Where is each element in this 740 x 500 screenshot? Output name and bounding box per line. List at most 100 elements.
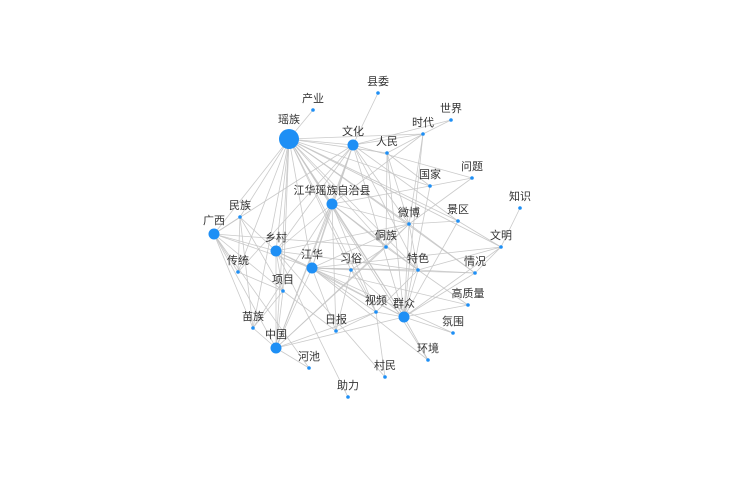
edge-zhongguo-xiangmu xyxy=(275,290,284,349)
node-label-zizhixian: 江华瑶族自治县 xyxy=(294,183,371,197)
node-cunmin[interactable] xyxy=(383,375,387,379)
node-label-zhongguo: 中国 xyxy=(265,328,287,341)
node-fenwei[interactable] xyxy=(451,331,455,335)
node-guojia[interactable] xyxy=(428,184,432,188)
node-yaozu[interactable] xyxy=(279,129,299,149)
edge-zizhixian-qunzhong xyxy=(331,203,405,318)
edge-weibo-wenti xyxy=(408,177,473,225)
edge-tese-wenming xyxy=(417,246,502,271)
node-label-huanjing: 环境 xyxy=(417,341,439,355)
edge-yaozu-dongzu xyxy=(288,138,387,248)
node-tese[interactable] xyxy=(416,268,420,272)
node-huanjing[interactable] xyxy=(426,358,430,362)
node-zhishi[interactable] xyxy=(518,206,522,210)
node-label-chanye: 产业 xyxy=(302,91,324,105)
edge-yaozu-xisu xyxy=(288,138,352,271)
edge-yaozu-wenming xyxy=(288,138,502,248)
node-label-shijie: 世界 xyxy=(440,102,462,115)
edge-jianghua-zhongguo xyxy=(275,267,313,349)
node-jianghua[interactable] xyxy=(306,262,318,274)
node-guangxi[interactable] xyxy=(208,228,220,240)
edge-jianghua-weibo xyxy=(311,223,410,269)
node-weibo[interactable] xyxy=(407,222,411,226)
node-layer xyxy=(208,91,522,399)
node-label-wenti: 问题 xyxy=(461,160,483,173)
edge-xiangmu-chuantong xyxy=(237,271,284,292)
edge-wenhua-chuantong xyxy=(237,144,354,273)
node-zizhixian[interactable] xyxy=(326,198,338,210)
edge-guangxi-xiangcun xyxy=(213,233,277,252)
node-wenti[interactable] xyxy=(470,176,474,180)
edge-jianghua-ribao xyxy=(311,267,337,332)
node-qunzhong[interactable] xyxy=(398,311,410,323)
node-label-xianwei: 县委 xyxy=(367,75,389,88)
edge-yaozu-huanjing xyxy=(288,138,429,361)
node-miaozu[interactable] xyxy=(251,326,255,330)
node-xisu[interactable] xyxy=(349,268,353,272)
edge-yaozu-guangxi xyxy=(213,138,290,235)
node-chuantong[interactable] xyxy=(236,270,240,274)
node-label-xiangcun: 乡村 xyxy=(265,230,287,244)
edge-yaozu-renmin xyxy=(288,138,388,154)
edge-zizhixian-zhongguo xyxy=(275,203,333,349)
edge-yaozu-wenhua xyxy=(288,138,354,146)
node-label-qingkuang: 情况 xyxy=(464,255,486,268)
node-zhongguo[interactable] xyxy=(270,342,282,354)
node-gaozhiliang[interactable] xyxy=(466,303,470,307)
node-renmin[interactable] xyxy=(385,151,389,155)
edge-xiangcun-cunmin xyxy=(275,250,386,378)
edge-xiangmu-ribao xyxy=(282,290,337,332)
node-wenming[interactable] xyxy=(499,245,503,249)
node-wenhua[interactable] xyxy=(347,139,359,151)
edge-wenhua-jingqu xyxy=(352,144,459,222)
node-xianwei[interactable] xyxy=(376,91,380,95)
edge-weibo-renmin xyxy=(386,152,410,225)
node-zhuli[interactable] xyxy=(346,395,350,399)
node-shidai[interactable] xyxy=(421,132,425,136)
edge-weibo-dongzu xyxy=(385,223,410,248)
edge-xiangmu-miaozu xyxy=(252,290,284,329)
node-label-chuantong: 传统 xyxy=(227,254,249,267)
node-minzu[interactable] xyxy=(238,215,242,219)
edge-wenhua-shidai xyxy=(352,133,424,146)
node-label-hechi: 河池 xyxy=(298,350,320,363)
edge-tese-gaozhiliang xyxy=(417,269,469,306)
edge-qunzhong-huanjing xyxy=(403,316,429,361)
edge-minzu-chuantong xyxy=(237,216,241,273)
edge-weibo-qingkuang xyxy=(408,223,476,274)
node-shipin[interactable] xyxy=(374,310,378,314)
node-dongzu[interactable] xyxy=(384,245,388,249)
edge-yaozu-chuantong xyxy=(237,138,290,273)
node-shijie[interactable] xyxy=(449,118,453,122)
node-label-renmin: 人民 xyxy=(376,135,398,148)
node-label-qunzhong: 群众 xyxy=(393,296,415,310)
edge-yaozu-qingkuang xyxy=(288,138,476,274)
edge-guangxi-miaozu xyxy=(213,233,254,329)
edge-zizhixian-xiangcun xyxy=(275,203,333,252)
edge-qunzhong-shidai xyxy=(403,133,424,318)
edge-wenhua-qunzhong xyxy=(352,144,405,318)
node-jingqu[interactable] xyxy=(456,219,460,223)
edge-dongzu-xisu xyxy=(350,246,387,271)
edge-qunzhong-jingqu xyxy=(403,220,459,318)
node-xiangcun[interactable] xyxy=(270,245,282,257)
node-label-guangxi: 广西 xyxy=(203,214,225,227)
edge-shipin-xisu xyxy=(350,269,377,313)
node-chanye[interactable] xyxy=(311,108,315,112)
edge-zizhixian-ribao xyxy=(331,203,337,332)
node-qingkuang[interactable] xyxy=(473,271,477,275)
edge-zhongguo-hechi xyxy=(275,347,310,369)
edge-xisu-ribao xyxy=(335,269,352,332)
edge-wenhua-wenti xyxy=(352,144,473,179)
edge-jianghua-gaozhiliang xyxy=(311,267,469,306)
node-hechi[interactable] xyxy=(307,366,311,370)
node-xiangmu[interactable] xyxy=(281,289,285,293)
node-label-fenwei: 氛围 xyxy=(442,315,464,328)
node-label-xisu: 习俗 xyxy=(340,252,362,265)
edge-minzu-miaozu xyxy=(239,216,254,329)
node-label-ribao: 日报 xyxy=(325,312,347,326)
node-label-wenhua: 文化 xyxy=(342,124,364,138)
edge-weibo-tese xyxy=(408,223,419,271)
node-ribao[interactable] xyxy=(334,329,338,333)
